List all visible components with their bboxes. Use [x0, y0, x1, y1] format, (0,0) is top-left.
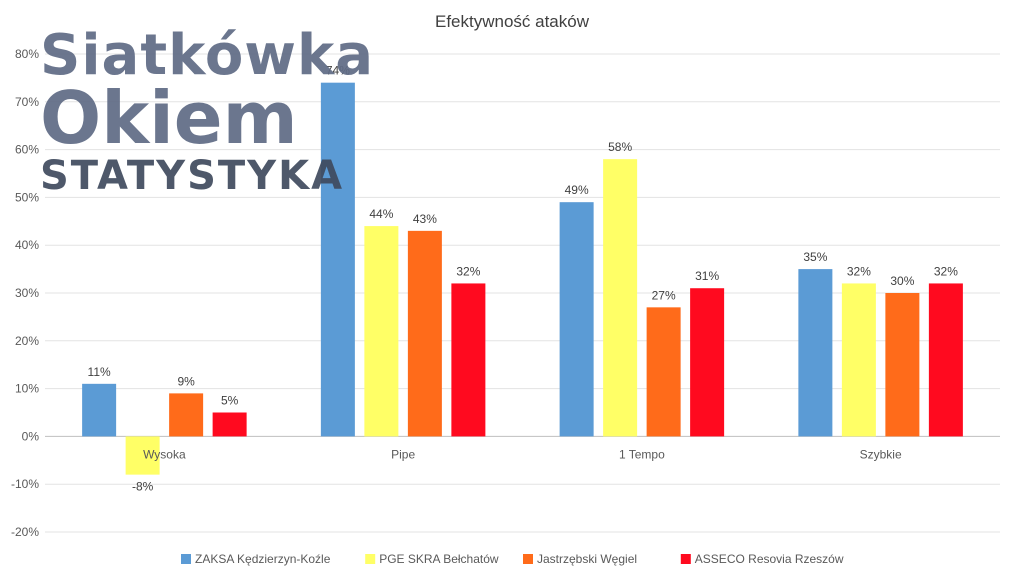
bar: [603, 159, 638, 437]
legend-swatch: [181, 554, 191, 564]
y-tick-label: 70%: [15, 95, 39, 109]
data-label: 49%: [565, 183, 589, 197]
y-tick-label: 10%: [15, 382, 39, 396]
data-label: 30%: [890, 274, 914, 288]
y-tick-label: 80%: [15, 47, 39, 61]
x-axis: Wysoka Pipe 1 Tempo Szybkie: [143, 447, 902, 461]
legend-swatch: [365, 554, 376, 564]
y-axis: -20% -10% 0% 10% 20% 30% 40% 50% 60% 70% 80%: [11, 47, 39, 539]
y-tick-label: -20%: [11, 525, 39, 539]
data-label: 11%: [88, 365, 111, 379]
bar: [407, 230, 442, 437]
data-labels: 11% -8% 9% 5% 74% 44% 43% 32% 49% 58% 27% 31% 35% 32%…: [88, 64, 959, 494]
data-label: 74%: [326, 64, 350, 78]
x-tick-label: Pipe: [391, 447, 415, 461]
x-tick-label: 1 Tempo: [619, 447, 665, 461]
data-label: 58%: [608, 140, 632, 154]
bar: [212, 412, 247, 437]
data-label: -8%: [132, 480, 154, 494]
gridlines: [45, 53, 1000, 533]
data-label: 35%: [803, 250, 827, 264]
y-tick-label: -10%: [11, 477, 39, 491]
bar: [364, 226, 399, 437]
bar: [798, 269, 833, 437]
data-label: 9%: [177, 374, 195, 388]
legend-label: ASSECO Resovia Rzeszów: [695, 552, 844, 566]
legend-label: Jastrzębski Węgiel: [537, 552, 637, 566]
data-label: 44%: [369, 207, 393, 221]
bar: [885, 293, 920, 437]
legend-swatch: [680, 554, 691, 564]
data-label: 43%: [413, 212, 437, 226]
bar: [646, 307, 681, 437]
chart-title: Efektywność ataków: [435, 12, 590, 31]
x-tick-label: Szybkie: [860, 447, 902, 461]
data-label: 5%: [221, 394, 239, 408]
legend-label: ZAKSA Kędzierzyn-Koźle: [195, 552, 331, 566]
y-tick-label: 20%: [15, 334, 39, 348]
data-label: 32%: [847, 264, 871, 278]
y-tick-label: 60%: [15, 143, 39, 157]
data-label: 31%: [695, 269, 719, 283]
legend-label: PGE SKRA Bełchatów: [379, 552, 499, 566]
data-label: 32%: [934, 264, 958, 278]
data-label: 27%: [652, 288, 676, 302]
y-tick-label: 40%: [15, 238, 39, 252]
bar: [928, 283, 963, 437]
bar: [559, 202, 594, 437]
bar: [451, 283, 486, 437]
bars: [82, 82, 963, 475]
bar: [320, 82, 355, 437]
y-tick-label: 30%: [15, 286, 39, 300]
bar: [82, 383, 117, 437]
x-tick-label: Wysoka: [143, 447, 186, 461]
y-tick-label: 0%: [22, 429, 40, 443]
legend: ZAKSA Kędzierzyn-Koźle PGE SKRA Bełchatów…: [181, 552, 844, 566]
bar: [841, 283, 876, 437]
y-tick-label: 50%: [15, 190, 39, 204]
data-label: 32%: [456, 264, 480, 278]
bar: [690, 288, 725, 437]
bar: [125, 436, 160, 475]
legend-swatch: [523, 554, 533, 564]
bar: [169, 393, 204, 437]
